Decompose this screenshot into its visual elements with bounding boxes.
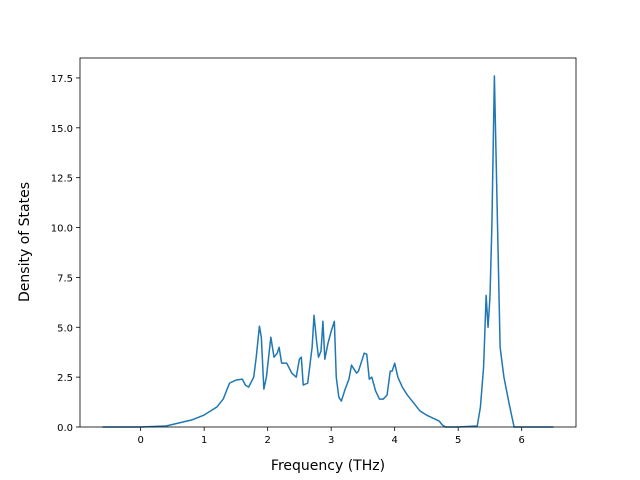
y-tick-label: 0.0 (57, 423, 73, 434)
x-tick-label: 0 (137, 435, 143, 446)
y-tick-label: 2.5 (57, 373, 73, 384)
x-tick-label: 1 (201, 435, 207, 446)
x-tick-label: 5 (455, 435, 461, 446)
x-tick-label: 2 (264, 435, 270, 446)
y-tick-label: 15.0 (51, 124, 73, 135)
x-tick-label: 6 (519, 435, 525, 446)
x-tick-label: 3 (328, 435, 334, 446)
y-axis-label: Density of States (17, 182, 33, 302)
y-tick-label: 17.5 (51, 74, 73, 85)
x-axis-label: Frequency (THz) (271, 458, 385, 474)
x-tick-label: 4 (391, 435, 397, 446)
data-line (102, 75, 554, 428)
y-tick-label: 10.0 (51, 224, 73, 235)
y-tick-label: 12.5 (51, 174, 73, 185)
y-tick-label: 7.5 (57, 273, 73, 284)
y-tick-label: 5.0 (57, 323, 73, 334)
plot-frame (79, 57, 577, 428)
